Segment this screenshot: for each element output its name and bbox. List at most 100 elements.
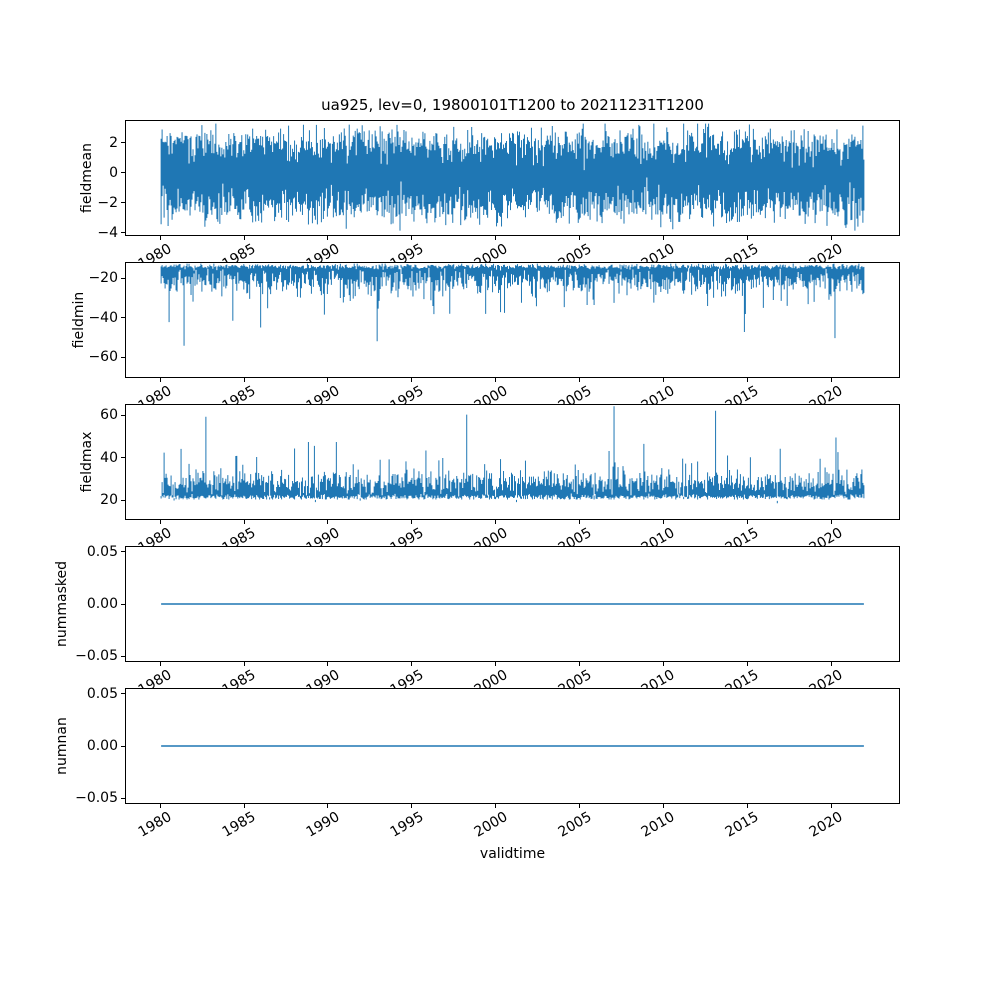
x-tick	[830, 662, 832, 666]
x-tick	[495, 662, 497, 666]
y-tick-label: −0.05	[75, 790, 118, 807]
axes-fieldmin	[125, 262, 900, 378]
x-tick	[579, 662, 581, 666]
x-tick	[662, 520, 664, 524]
chart-title: ua925, lev=0, 19800101T1200 to 20211231T…	[321, 96, 704, 114]
x-tick	[746, 378, 748, 382]
x-tick-label: 2020	[806, 808, 846, 841]
x-tick	[746, 236, 748, 240]
x-tick	[411, 236, 413, 240]
y-tick	[121, 797, 125, 799]
y-tick	[121, 356, 125, 358]
axes-fieldmax	[125, 404, 900, 520]
y-tick	[121, 142, 125, 144]
x-tick-label: 1985	[219, 808, 259, 841]
y-tick-label: 0.00	[86, 596, 118, 612]
y-tick-label: 2	[109, 134, 118, 151]
y-tick-label: 20	[100, 492, 118, 509]
x-tick	[327, 662, 329, 666]
x-tick	[662, 236, 664, 240]
x-tick	[327, 804, 329, 808]
data-line-numnan	[161, 745, 864, 747]
x-tick	[495, 378, 497, 382]
x-tick	[243, 236, 245, 240]
ylabel-numnan: numnan	[53, 717, 70, 775]
y-tick-label: 0	[109, 164, 118, 181]
x-tick-label: 1995	[387, 808, 427, 841]
y-tick	[121, 317, 125, 319]
y-tick-label: 60	[100, 407, 118, 424]
x-tick	[159, 662, 161, 666]
y-tick-label: −60	[88, 349, 118, 366]
x-axis-label: validtime	[479, 846, 546, 862]
x-tick	[411, 378, 413, 382]
x-tick	[579, 378, 581, 382]
y-tick	[121, 603, 125, 605]
x-tick	[327, 378, 329, 382]
x-tick	[579, 804, 581, 808]
y-tick-label: 0.05	[86, 543, 118, 560]
x-tick-label: 2015	[722, 808, 762, 841]
x-tick	[746, 804, 748, 808]
y-tick	[121, 277, 125, 279]
x-tick	[243, 662, 245, 666]
x-tick	[495, 236, 497, 240]
x-tick-label: 2000	[471, 808, 511, 841]
y-tick	[121, 414, 125, 416]
ylabel-fieldmin: fieldmin	[70, 291, 87, 349]
x-tick	[159, 520, 161, 524]
y-tick	[121, 202, 125, 204]
x-tick	[830, 520, 832, 524]
y-tick	[121, 232, 125, 234]
y-tick	[121, 693, 125, 695]
x-tick	[411, 520, 413, 524]
y-tick-label: 40	[100, 449, 118, 466]
y-tick-label: −40	[88, 309, 118, 326]
y-tick-label: −20	[88, 270, 118, 286]
ylabel-fieldmax: fieldmax	[79, 431, 95, 493]
data-line-fieldmin	[160, 263, 865, 346]
x-tick	[411, 804, 413, 808]
x-tick	[327, 236, 329, 240]
y-tick	[121, 499, 125, 501]
ylabel-nummasked: nummasked	[53, 561, 70, 648]
x-tick	[411, 662, 413, 666]
axes-numnan	[125, 688, 900, 804]
x-tick	[243, 520, 245, 524]
y-tick	[121, 745, 125, 747]
y-tick	[121, 655, 125, 657]
y-tick-label: −2	[97, 194, 118, 211]
x-tick	[495, 804, 497, 808]
x-tick	[579, 520, 581, 524]
x-tick	[243, 378, 245, 382]
axes-nummasked	[125, 546, 900, 662]
x-tick	[746, 662, 748, 666]
y-tick	[121, 551, 125, 553]
x-tick	[830, 804, 832, 808]
x-tick	[579, 236, 581, 240]
x-tick-label: 1980	[135, 808, 175, 841]
x-tick	[662, 804, 664, 808]
x-tick-label: 2005	[555, 808, 595, 841]
x-tick	[159, 378, 161, 382]
y-tick	[121, 457, 125, 459]
y-tick-label: 0.00	[86, 738, 118, 754]
ylabel-fieldmean: fieldmean	[79, 143, 95, 213]
x-tick-label: 1990	[303, 808, 343, 841]
y-tick-label: −4	[97, 224, 118, 241]
data-line-nummasked	[161, 603, 864, 605]
x-tick	[830, 236, 832, 240]
axes-fieldmean	[125, 120, 900, 236]
x-tick	[830, 378, 832, 382]
y-tick-label: 0.05	[86, 685, 118, 702]
x-tick	[159, 236, 161, 240]
x-tick	[662, 378, 664, 382]
y-tick	[121, 172, 125, 174]
x-tick	[495, 520, 497, 524]
x-tick-label: 2010	[639, 808, 678, 841]
x-tick	[327, 520, 329, 524]
x-tick	[662, 662, 664, 666]
y-tick-label: −0.05	[75, 648, 118, 665]
data-line-fieldmax	[160, 406, 865, 504]
